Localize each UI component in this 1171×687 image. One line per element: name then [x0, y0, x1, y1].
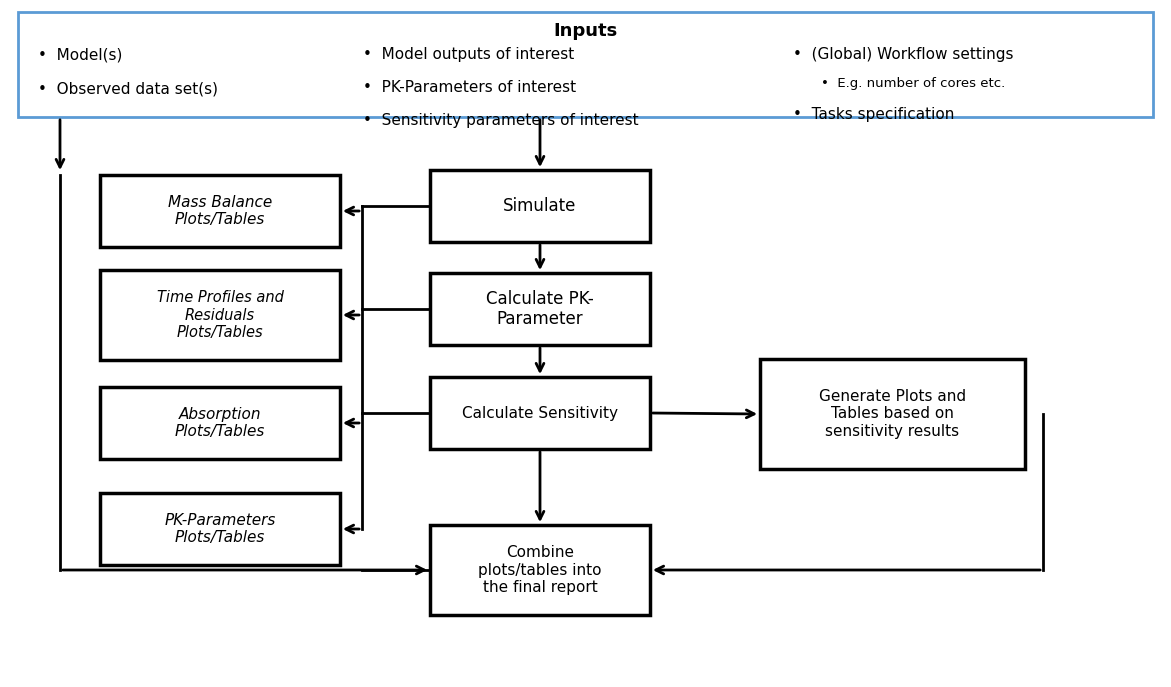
- FancyBboxPatch shape: [100, 270, 340, 360]
- Text: •  Tasks specification: • Tasks specification: [793, 107, 954, 122]
- FancyBboxPatch shape: [18, 12, 1153, 117]
- Text: Calculate PK-
Parameter: Calculate PK- Parameter: [486, 290, 594, 328]
- FancyBboxPatch shape: [430, 525, 650, 615]
- Text: Time Profiles and
Residuals
Plots/Tables: Time Profiles and Residuals Plots/Tables: [157, 290, 283, 340]
- Text: Simulate: Simulate: [504, 197, 576, 215]
- Text: •  E.g. number of cores etc.: • E.g. number of cores etc.: [821, 77, 1005, 90]
- Text: PK-Parameters
Plots/Tables: PK-Parameters Plots/Tables: [164, 513, 275, 545]
- Text: Mass Balance
Plots/Tables: Mass Balance Plots/Tables: [167, 195, 272, 227]
- FancyBboxPatch shape: [100, 387, 340, 459]
- Text: •  Model(s): • Model(s): [37, 47, 123, 62]
- Text: Calculate Sensitivity: Calculate Sensitivity: [463, 405, 618, 420]
- Text: •  Sensitivity parameters of interest: • Sensitivity parameters of interest: [363, 113, 638, 128]
- Text: Combine
plots/tables into
the final report: Combine plots/tables into the final repo…: [478, 545, 602, 595]
- Text: •  Model outputs of interest: • Model outputs of interest: [363, 47, 574, 62]
- FancyBboxPatch shape: [430, 273, 650, 345]
- FancyBboxPatch shape: [100, 493, 340, 565]
- Text: Absorption
Plots/Tables: Absorption Plots/Tables: [174, 407, 265, 439]
- Text: •  (Global) Workflow settings: • (Global) Workflow settings: [793, 47, 1013, 62]
- FancyBboxPatch shape: [760, 359, 1025, 469]
- Text: •  PK-Parameters of interest: • PK-Parameters of interest: [363, 80, 576, 95]
- Text: Generate Plots and
Tables based on
sensitivity results: Generate Plots and Tables based on sensi…: [819, 389, 966, 439]
- FancyBboxPatch shape: [100, 175, 340, 247]
- Text: •  Observed data set(s): • Observed data set(s): [37, 81, 218, 96]
- FancyBboxPatch shape: [430, 170, 650, 242]
- FancyBboxPatch shape: [430, 377, 650, 449]
- Text: Inputs: Inputs: [554, 22, 617, 40]
